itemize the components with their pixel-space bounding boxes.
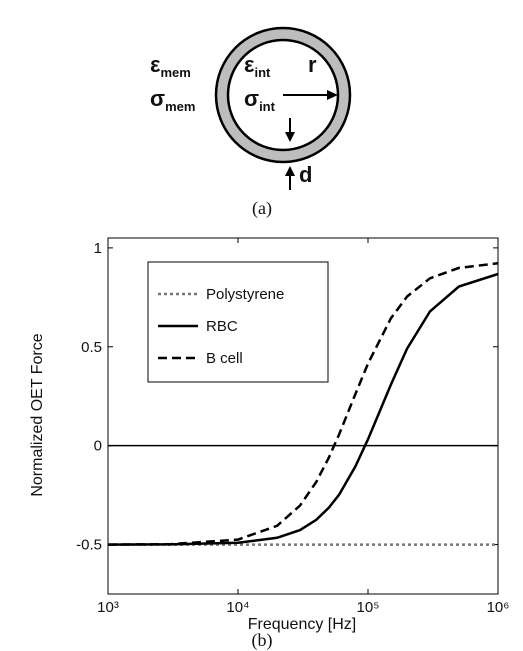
eps-mem: εmem [150, 52, 191, 80]
x-tick-label: 10⁴ [226, 599, 249, 616]
x-tick-label: 10⁵ [357, 599, 380, 616]
arrowhead [285, 132, 295, 142]
legend-box [147, 261, 329, 383]
series-line [107, 272, 499, 546]
x-axis-label: Frequency [Hz] [248, 616, 356, 633]
x-tick-label: 10⁶ [487, 599, 510, 616]
sigma-int: σint [244, 86, 276, 114]
radius-label: r [308, 52, 317, 77]
series-line [107, 262, 499, 546]
legend-label: RBC [206, 318, 238, 335]
y-tick-label: 0 [94, 438, 102, 455]
caption: (a) [252, 198, 272, 219]
y-tick-label: -0.5 [76, 537, 102, 554]
thickness-label: d [299, 162, 312, 187]
y-axis-label: Normalized OET Force [29, 333, 46, 496]
legend-label: Polystyrene [206, 286, 284, 303]
arrowhead [327, 90, 338, 100]
outer-edge [214, 26, 352, 164]
legend-label: B cell [206, 350, 243, 367]
sigma-mem: σmem [150, 86, 195, 114]
membrane [216, 28, 350, 162]
y-tick-label: 1 [94, 240, 102, 257]
x-tick-label: 10³ [97, 599, 119, 616]
y-tick-label: 0.5 [81, 339, 102, 356]
chart: Frequency [Hz] Normalized OET Force (b) … [29, 237, 510, 651]
caption: (b) [252, 630, 273, 651]
eps-int: εint [244, 52, 271, 80]
arrowhead [285, 166, 295, 176]
cell-diagram: εmem σmem εint σint r d (a) [150, 26, 352, 219]
